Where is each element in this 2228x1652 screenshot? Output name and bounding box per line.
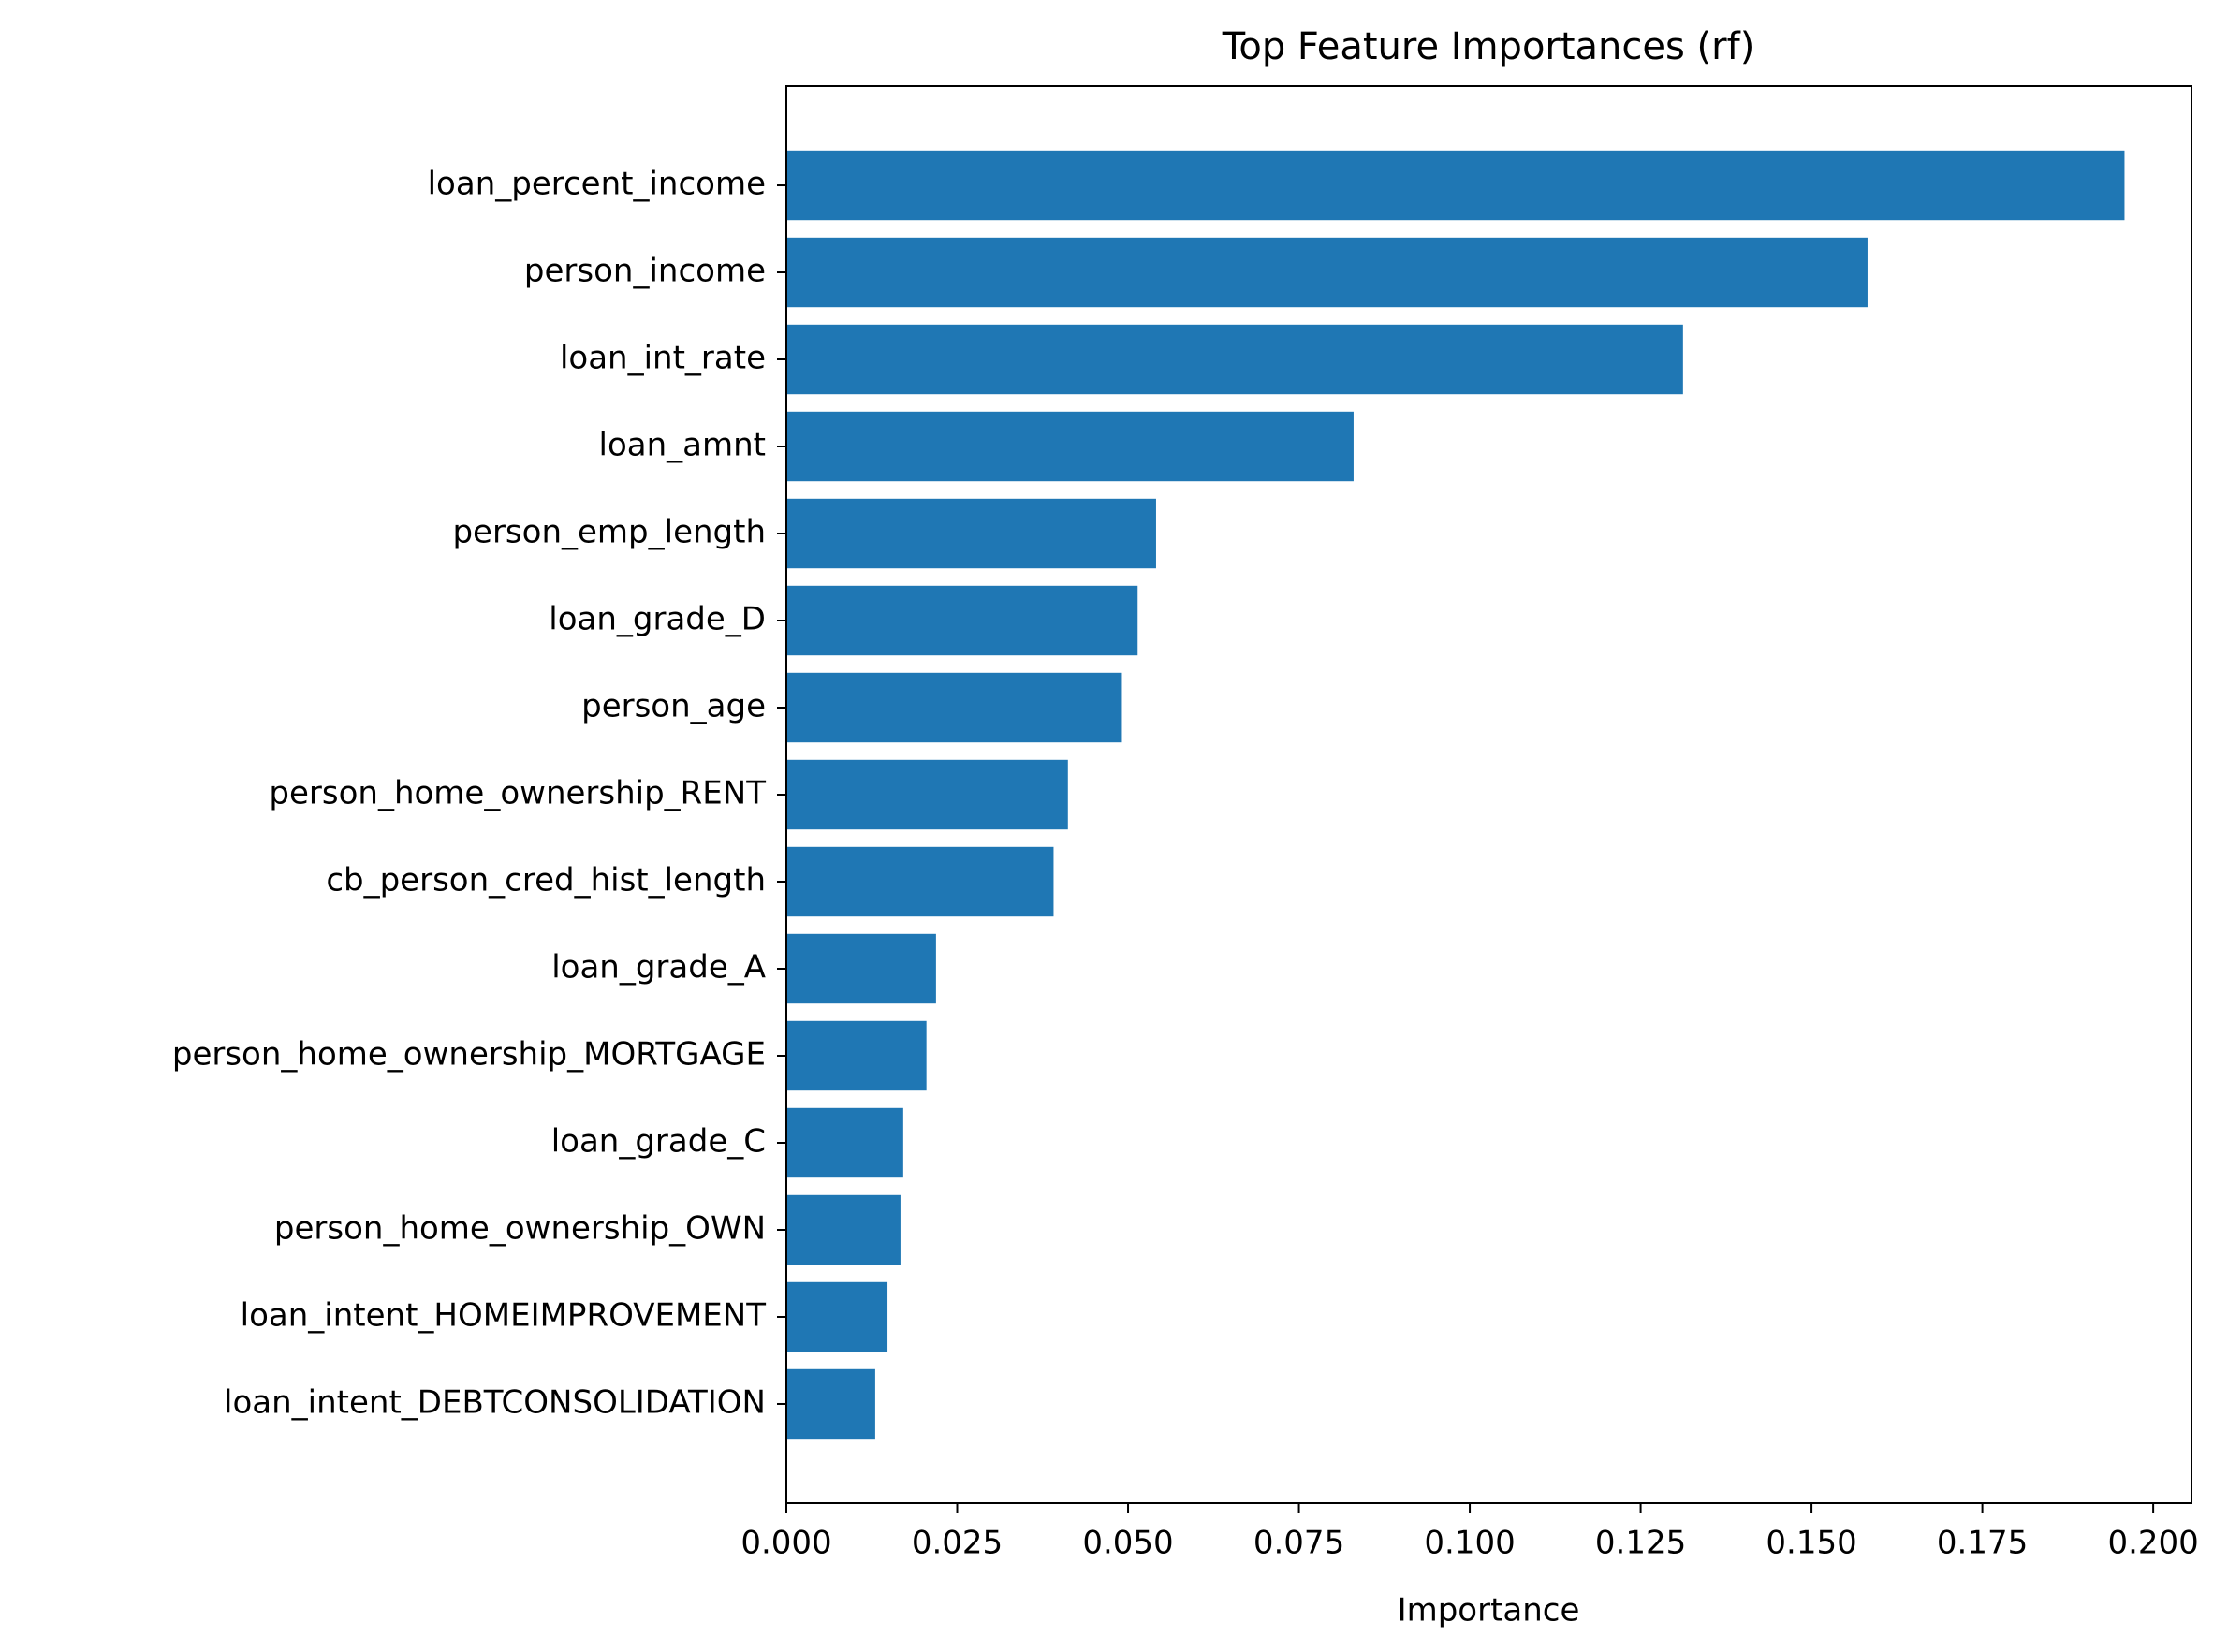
- y-tick-label: loan_int_rate: [560, 340, 766, 377]
- x-tick-label: 0.050: [1082, 1525, 1173, 1562]
- x-tick-label: 0.200: [2107, 1525, 2198, 1562]
- bar: [786, 1020, 927, 1091]
- y-tick-label: cb_person_cred_hist_length: [326, 861, 766, 899]
- y-tick-label: loan_amnt: [599, 427, 766, 464]
- bar: [786, 585, 1138, 656]
- y-tick-label: person_home_ownership_MORTGAGE: [172, 1035, 766, 1073]
- x-tick-label: 0.025: [912, 1525, 1003, 1562]
- x-axis-label: Importance: [1398, 1592, 1580, 1630]
- bar: [786, 1107, 903, 1178]
- y-tick-label: loan_grade_C: [551, 1122, 766, 1160]
- y-tick-label: person_emp_length: [452, 514, 766, 551]
- plot-frame: [785, 85, 2192, 1504]
- y-tick-label: loan_percent_income: [428, 166, 766, 203]
- y-tick-label: loan_grade_D: [549, 601, 766, 638]
- bar: [786, 498, 1156, 569]
- y-tick-label: loan_intent_DEBTCONSOLIDATION: [224, 1383, 766, 1421]
- x-tick-label: 0.175: [1937, 1525, 2028, 1562]
- bar: [786, 933, 936, 1004]
- x-tick-label: 0.125: [1595, 1525, 1686, 1562]
- bar: [786, 411, 1354, 482]
- x-tick-label: 0.075: [1253, 1525, 1344, 1562]
- y-tick-label: person_home_ownership_OWN: [274, 1209, 766, 1247]
- chart-title: Top Feature Importances (rf): [1222, 25, 1755, 68]
- bar: [786, 150, 2125, 221]
- x-tick-label: 0.100: [1424, 1525, 1515, 1562]
- bar: [786, 1194, 901, 1265]
- bar: [786, 237, 1868, 308]
- bar: [786, 846, 1054, 917]
- bar: [786, 1368, 875, 1440]
- bar: [786, 759, 1068, 830]
- y-tick-label: person_age: [581, 688, 766, 725]
- bar: [786, 1281, 888, 1352]
- x-tick-label: 0.150: [1766, 1525, 1856, 1562]
- bar: [786, 324, 1683, 395]
- y-tick-label: person_home_ownership_RENT: [269, 775, 766, 812]
- x-tick-label: 0.000: [740, 1525, 831, 1562]
- bar: [786, 672, 1122, 743]
- y-tick-label: loan_intent_HOMEIMPROVEMENT: [241, 1296, 767, 1334]
- y-tick-label: person_income: [524, 253, 766, 290]
- y-tick-label: loan_grade_A: [551, 948, 766, 986]
